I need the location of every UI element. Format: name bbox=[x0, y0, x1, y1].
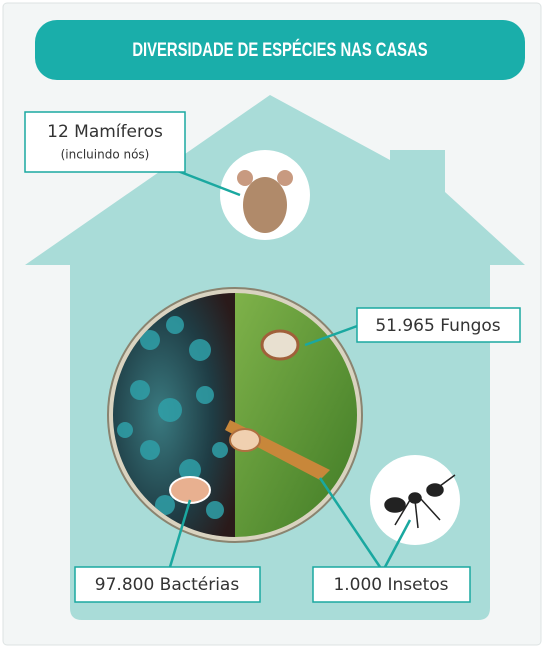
leader-line bbox=[304, 323, 361, 347]
title-banner bbox=[35, 20, 525, 80]
ant bbox=[384, 474, 456, 529]
callout-sublabel: (incluindo nós) bbox=[61, 148, 150, 162]
mouse bbox=[243, 177, 287, 233]
callout-label: 97.800 Bactérias bbox=[95, 575, 240, 595]
title: DIVERSIDADE DE ESPÉCIES NAS CASAS bbox=[132, 39, 427, 60]
callout-label: 1.000 Insetos bbox=[333, 575, 448, 595]
callout-box bbox=[312, 566, 471, 603]
callout-label: 12 Mamíferos bbox=[47, 122, 163, 142]
leader-line bbox=[318, 477, 412, 568]
callout-box bbox=[74, 566, 261, 603]
callout-label: 51.965 Fungos bbox=[375, 316, 500, 336]
callout-box bbox=[24, 111, 186, 173]
callout-box bbox=[356, 307, 521, 343]
leader-line bbox=[168, 499, 192, 568]
